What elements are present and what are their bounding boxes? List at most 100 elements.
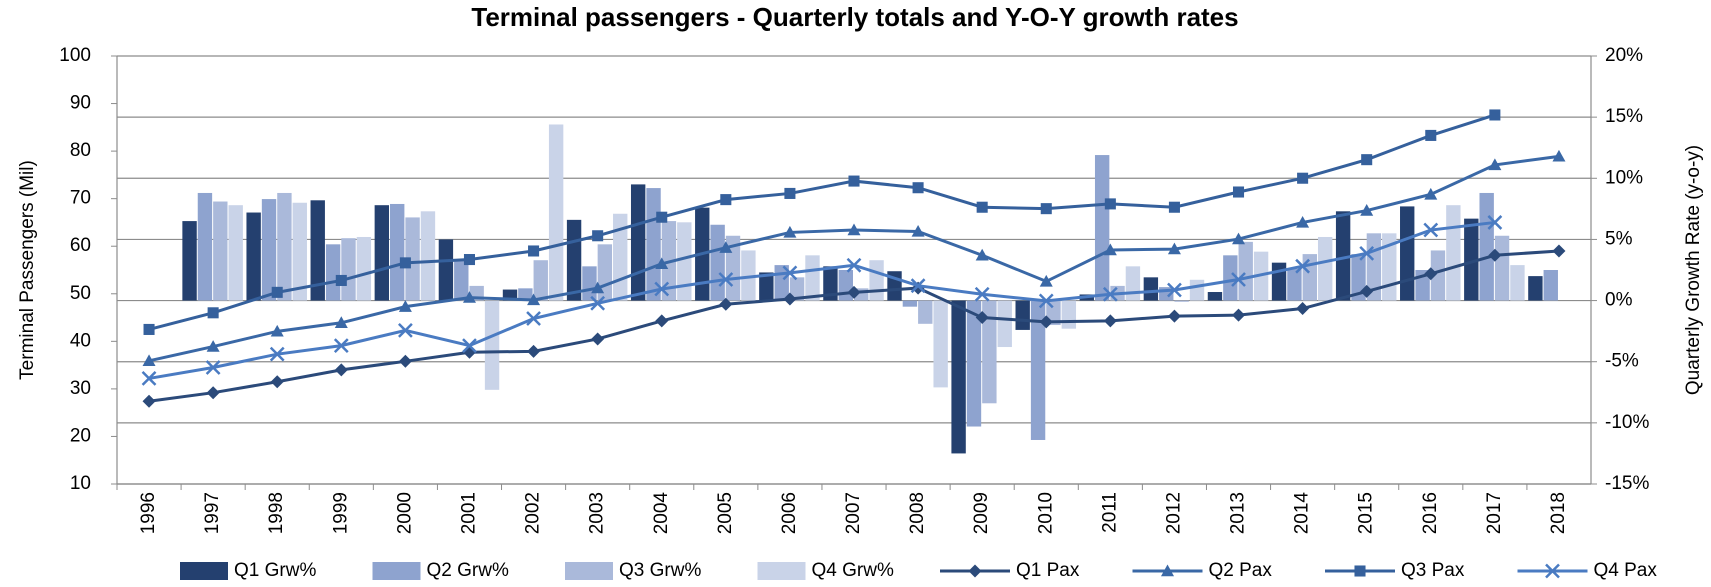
x-tick-label: 2004 [651, 492, 672, 535]
marker [398, 323, 413, 338]
marker [592, 230, 604, 242]
marker [1487, 215, 1503, 230]
marker [1038, 293, 1054, 309]
bar [1094, 155, 1110, 301]
y2-tick-label: 10% [1605, 167, 1643, 188]
bar [325, 244, 341, 301]
marker [1232, 308, 1246, 322]
x-tick-label: 2010 [1035, 492, 1056, 534]
bar [1494, 235, 1510, 301]
marker [720, 194, 732, 206]
bar [438, 239, 454, 301]
marker [399, 257, 411, 269]
bar [292, 202, 307, 301]
legend-item: Q2 Grw% [372, 560, 509, 581]
legend-swatch [757, 562, 806, 580]
marker [782, 265, 798, 281]
bar [1446, 205, 1461, 301]
marker [398, 354, 412, 368]
bar [341, 238, 356, 301]
marker [141, 371, 157, 386]
legend-label: Q3 Grw% [619, 560, 701, 581]
marker [270, 375, 284, 389]
x-tick-label: 2012 [1163, 492, 1184, 534]
marker [1039, 315, 1053, 329]
marker [654, 281, 670, 297]
y-tick-label: 40 [70, 330, 91, 351]
marker [719, 241, 733, 253]
bar [484, 300, 500, 390]
marker [1232, 232, 1246, 245]
marker [655, 314, 669, 328]
legend-swatch [565, 562, 613, 580]
legend-item: Q4 Grw% [757, 560, 894, 581]
marker [398, 300, 412, 312]
bar [310, 200, 325, 301]
marker [591, 332, 605, 346]
marker [1167, 282, 1182, 298]
marker [1161, 564, 1174, 577]
legend-item: Q1 Pax [940, 560, 1080, 581]
chart-title: Terminal passengers - Quarterly totals a… [471, 2, 1238, 32]
x-tick-label: 2001 [458, 492, 479, 534]
legend-swatch [372, 562, 421, 580]
marker [847, 285, 861, 299]
bar [1015, 300, 1030, 330]
bar [1335, 211, 1351, 301]
x-tick-label: 2015 [1356, 492, 1377, 534]
y-tick-label: 20 [70, 425, 91, 446]
marker [848, 175, 860, 187]
marker [912, 182, 924, 194]
legend-label: Q1 Grw% [234, 560, 316, 581]
y2-tick-label: 5% [1605, 228, 1633, 249]
marker [1040, 203, 1052, 215]
marker [655, 257, 669, 270]
marker [1488, 248, 1502, 262]
marker [206, 340, 220, 352]
y2-tick-label: -5% [1605, 351, 1639, 372]
bar [246, 212, 261, 301]
y2-tick-label: 0% [1605, 290, 1633, 311]
bar [182, 221, 197, 301]
bar [1046, 300, 1061, 326]
y-tick-label: 10 [70, 473, 91, 494]
marker [590, 295, 606, 311]
marker [968, 564, 982, 578]
bar [823, 266, 838, 301]
marker [270, 324, 284, 337]
x-tick-label: 2017 [1484, 492, 1505, 534]
marker [1423, 222, 1439, 238]
bar [1528, 276, 1543, 301]
bar [1351, 254, 1366, 301]
x-tick-label: 2002 [523, 492, 544, 534]
bar [997, 300, 1012, 348]
bar [261, 199, 277, 301]
marker [462, 291, 476, 303]
marker [1489, 109, 1501, 121]
bar [869, 260, 884, 301]
marker [1104, 198, 1116, 210]
line [148, 113, 1496, 331]
bar [1302, 254, 1317, 301]
x-tick-label: 1997 [202, 492, 223, 534]
bar [1238, 241, 1253, 301]
marker [846, 257, 862, 273]
y2-tick-label: -15% [1605, 473, 1649, 494]
marker [334, 363, 348, 377]
bar [356, 236, 372, 301]
marker [1545, 563, 1560, 579]
y-tick-label: 50 [70, 283, 91, 304]
marker [527, 293, 541, 306]
marker [463, 254, 476, 266]
bar [390, 203, 405, 301]
bar [1125, 266, 1141, 301]
marker [462, 345, 476, 359]
marker [1297, 172, 1309, 184]
bar [646, 188, 661, 301]
x-tick-label: 2005 [715, 492, 736, 534]
x-tick-label: 2018 [1548, 492, 1569, 534]
bar [374, 205, 390, 301]
bar [1510, 265, 1525, 301]
bar [1400, 206, 1415, 301]
marker [1295, 258, 1310, 274]
